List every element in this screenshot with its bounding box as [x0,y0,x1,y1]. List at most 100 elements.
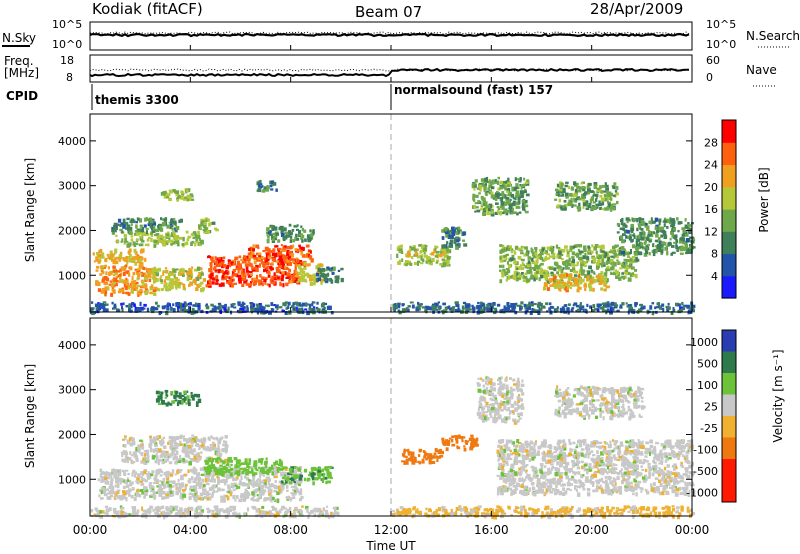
data-cell [282,254,286,259]
data-cell [691,304,696,309]
data-cell [329,277,332,282]
data-cell [144,461,148,465]
data-cell [320,303,325,308]
data-cell [218,448,221,453]
data-cell [122,451,125,455]
data-cell [184,196,188,199]
data-cell [193,278,197,283]
data-cell [197,306,200,310]
data-cell [300,236,303,240]
data-cell [186,440,189,444]
data-cell [183,306,186,310]
data-cell [666,225,669,229]
data-cell [287,301,291,306]
data-cell [212,277,216,281]
data-cell [542,271,546,274]
data-cell [172,308,176,313]
data-cell [604,252,608,257]
data-cell [638,224,641,228]
data-cell [155,491,158,494]
data-cell [491,194,495,199]
data-cell [100,490,103,495]
data-cell [277,239,281,243]
data-cell [166,224,170,229]
data-cell [148,444,152,449]
data-cell [194,508,197,512]
data-cell [592,259,596,263]
data-cell [539,256,542,260]
data-cell [232,505,236,510]
data-cell [620,235,624,240]
data-cell [105,277,110,282]
data-cell [525,251,529,256]
data-cell [130,459,133,463]
data-cell [273,235,278,239]
data-cell [526,179,530,184]
data-cell [229,505,234,509]
data-cell [160,443,163,447]
data-cell [168,197,172,202]
data-cell [616,309,620,313]
data-cell [250,305,253,309]
data-cell [159,234,164,238]
data-cell [128,513,131,516]
data-cell [161,481,164,486]
data-cell [282,482,286,486]
data-cell [454,301,458,304]
data-cell [480,308,484,313]
data-cell [524,210,529,214]
data-cell [437,301,440,304]
data-cell [119,275,122,280]
data-cell [184,444,188,447]
data-cell [230,476,235,479]
data-cell [503,210,506,213]
data-cell [182,489,186,492]
data-cell [568,274,573,278]
data-cell [507,182,512,187]
data-cell [558,255,562,259]
data-cell [182,236,185,242]
data-cell [222,499,226,503]
data-cell [501,194,505,199]
data-cell [616,231,620,234]
data-cell [306,244,310,248]
data-cell [122,438,126,441]
data-cell [584,191,588,195]
data-cell [118,469,122,473]
data-cell [182,303,186,308]
data-cell [161,496,165,500]
data-cell [180,196,184,200]
data-cell [204,461,209,465]
data-cell [274,480,277,483]
data-cell [251,277,254,283]
data-cell [196,401,200,404]
data-cell [488,189,492,192]
data-cell [441,229,444,233]
data-cell [544,250,548,255]
data-cell [447,249,452,254]
data-cell [147,223,151,227]
data-cell [104,290,108,294]
data-cell [220,495,223,499]
data-cell [566,262,570,267]
data-cell [629,249,632,253]
data-cell [232,508,235,511]
data-cell [134,471,137,475]
data-cell [139,264,143,269]
data-cell [123,221,127,225]
data-cell [166,307,170,311]
data-cell [451,226,455,231]
data-cell [163,284,166,288]
data-cell [527,306,531,310]
data-cell [222,496,226,500]
data-cell [259,281,263,285]
data-cell [600,197,605,202]
data-cell [185,230,189,234]
data-cell [285,276,290,279]
data-cell [207,475,210,479]
data-cell [286,245,291,250]
data-cell [526,307,529,310]
data-cell [143,470,147,475]
data-cell [149,505,153,508]
data-cell [566,287,569,290]
